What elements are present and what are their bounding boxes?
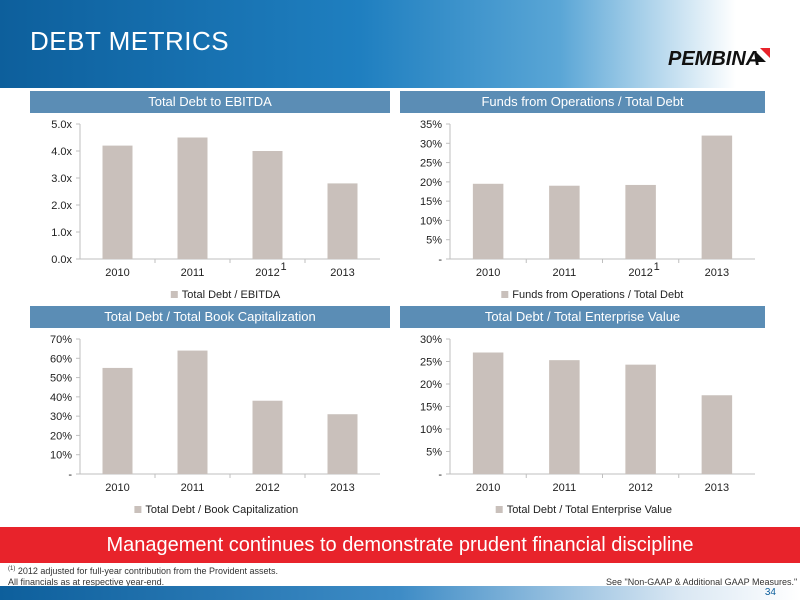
- non-gaap-note: See "Non-GAAP & Additional GAAP Measures…: [606, 577, 798, 587]
- bar-2010: [102, 145, 133, 259]
- bar-2012: [252, 151, 283, 259]
- footer-bar: [0, 586, 800, 600]
- y-tick-label: 50%: [50, 373, 72, 385]
- legend-swatch: [501, 291, 509, 298]
- x-tick-label: 2012: [255, 267, 279, 279]
- bar-2013: [327, 183, 358, 259]
- legend-label: Total Debt / Book Capitalization: [145, 504, 298, 516]
- x-tick-label: 2013: [330, 482, 354, 494]
- x-tick-label: 2013: [330, 267, 354, 279]
- y-tick-label: 35%: [420, 119, 442, 131]
- y-tick-label: 10%: [420, 424, 442, 436]
- y-tick-label: 2.0x: [51, 200, 72, 212]
- y-tick-label: 15%: [420, 196, 442, 208]
- y-tick-label: 40%: [50, 392, 72, 404]
- bar-2013: [701, 135, 733, 259]
- panel-title-debt-ebitda: Total Debt to EBITDA: [30, 91, 390, 113]
- y-tick-label: 3.0x: [51, 173, 72, 185]
- x-tick-label: 2013: [705, 267, 729, 279]
- bar-2012: [625, 184, 656, 259]
- key-message-banner: Management continues to demonstrate prud…: [0, 527, 800, 563]
- y-tick-label: 0.0x: [51, 254, 72, 266]
- x-tick-superscript: 1: [281, 261, 287, 273]
- y-tick-label: 1.0x: [51, 227, 72, 239]
- bar-2013: [701, 395, 733, 474]
- x-tick-label: 2013: [705, 482, 729, 494]
- y-tick-label: 70%: [50, 334, 72, 346]
- bar-2013: [327, 414, 358, 474]
- x-tick-label: 2010: [476, 267, 500, 279]
- slide-header: DEBT METRICS: [0, 0, 800, 88]
- legend-label: Funds from Operations / Total Debt: [512, 289, 683, 301]
- y-tick-label: 30%: [420, 138, 442, 150]
- legend-label: Total Debt / Total Enterprise Value: [507, 504, 672, 516]
- y-tick-label: 25%: [420, 158, 442, 170]
- y-tick-label: 20%: [420, 177, 442, 189]
- legend-swatch: [134, 506, 142, 513]
- x-tick-label: 2010: [105, 482, 129, 494]
- panel-title-debt-ev: Total Debt / Total Enterprise Value: [400, 306, 765, 328]
- y-tick-label: 15%: [420, 402, 442, 414]
- y-tick-label: 30%: [420, 334, 442, 346]
- y-tick-label: 5%: [426, 235, 442, 247]
- bar-2012: [625, 364, 656, 474]
- y-tick-label: 20%: [50, 430, 72, 442]
- y-tick-label: 10%: [50, 450, 72, 462]
- pembina-logo: PEMBINA: [668, 48, 770, 70]
- y-tick-label: -: [438, 254, 442, 266]
- x-tick-label: 2012: [628, 482, 652, 494]
- x-tick-label: 2011: [181, 267, 205, 279]
- y-tick-label: 30%: [50, 411, 72, 423]
- logo-red-triangle: [760, 48, 770, 58]
- x-tick-label: 2010: [476, 482, 500, 494]
- bar-2011: [177, 137, 208, 259]
- page-number: 34: [764, 587, 776, 598]
- y-tick-label: 5%: [426, 447, 442, 459]
- y-tick-label: 5.0x: [51, 119, 72, 131]
- y-tick-label: -: [438, 469, 442, 481]
- footnote-2: All financials as at respective year-end…: [8, 577, 165, 587]
- x-tick-label: 2012: [255, 482, 279, 494]
- y-tick-label: 25%: [420, 357, 442, 369]
- y-tick-label: 20%: [420, 379, 442, 391]
- footnote-1-text: 2012 adjusted for full-year contribution…: [17, 566, 278, 576]
- legend-swatch: [495, 506, 503, 513]
- bar-2011: [549, 185, 580, 259]
- panel-title-ffo-debt: Funds from Operations / Total Debt: [400, 91, 765, 113]
- x-tick-label: 2011: [553, 267, 577, 279]
- bar-2011: [177, 350, 208, 474]
- bar-2010: [472, 352, 504, 474]
- bar-2010: [472, 183, 504, 259]
- bar-2010: [102, 367, 133, 474]
- x-tick-superscript: 1: [654, 261, 660, 273]
- legend-label: Total Debt / EBITDA: [182, 289, 281, 301]
- legend-swatch: [170, 291, 178, 298]
- footnote-marker: (1): [8, 566, 16, 572]
- chart-debt-ebitda: 0.0x 1.0x 2.0x 3.0x 4.0x 5.0x 2010 2011 2012 1 201…: [51, 119, 380, 301]
- chart-ffo-debt: - 5% 10% 15% 20% 25% 30% 35% 2010 2011 2012 1 2013 Fu…: [420, 119, 755, 301]
- x-tick-label: 2011: [553, 482, 577, 494]
- x-tick-label: 2010: [105, 267, 129, 279]
- y-tick-label: -: [68, 469, 72, 481]
- footnote-1: (1) 2012 adjusted for full-year contribu…: [8, 566, 278, 576]
- x-tick-label: 2012: [628, 267, 652, 279]
- y-tick-label: 4.0x: [51, 146, 72, 158]
- bar-2011: [549, 360, 580, 474]
- x-tick-label: 2011: [181, 482, 205, 494]
- bar-2012: [252, 400, 283, 474]
- chart-debt-ev: - 5% 10% 15% 20% 25% 30% 2010 2011 2012 2013 Total …: [420, 334, 755, 516]
- y-tick-label: 60%: [50, 353, 72, 365]
- slide-title: DEBT METRICS: [30, 26, 230, 56]
- y-tick-label: 10%: [420, 215, 442, 227]
- chart-debt-book-cap: - 10% 20% 30% 40% 50% 60% 70% 2010 2011 2012 2013 To…: [50, 334, 380, 516]
- panel-title-debt-book-cap: Total Debt / Total Book Capitalization: [30, 306, 390, 328]
- logo-black-triangle: [756, 52, 766, 62]
- logo-wordmark: PEMBINA: [668, 48, 760, 70]
